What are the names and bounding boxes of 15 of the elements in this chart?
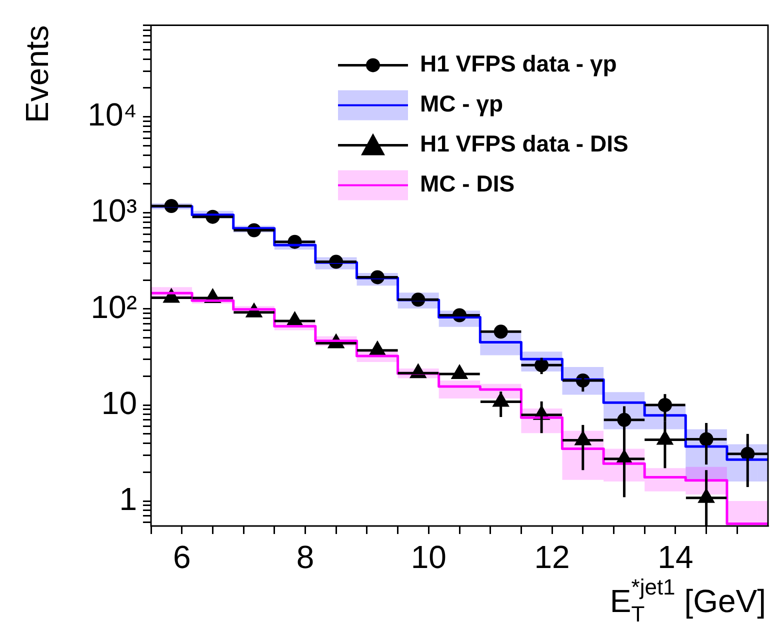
legend-label: H1 VFPS data - DIS xyxy=(420,130,628,157)
x-tick-label: 6 xyxy=(172,539,191,576)
y-tick-label: 1 xyxy=(119,480,137,517)
y-tick-label: 10² xyxy=(90,288,138,325)
y-tick-label: 10³ xyxy=(90,192,138,229)
y-axis-title: Events xyxy=(19,25,55,124)
y-tick-label: 10⁴ xyxy=(88,96,137,133)
legend-label: MC - DIS xyxy=(420,170,515,197)
x-tick-label: 10 xyxy=(410,539,446,576)
y-tick-label: 10 xyxy=(101,384,137,421)
x-tick-label: 12 xyxy=(534,539,570,576)
x-tick-label: 14 xyxy=(658,539,694,576)
legend-label: H1 VFPS data - γp xyxy=(420,50,617,77)
legend-label: MC - γp xyxy=(420,90,504,117)
x-tick-label: 8 xyxy=(296,539,314,576)
